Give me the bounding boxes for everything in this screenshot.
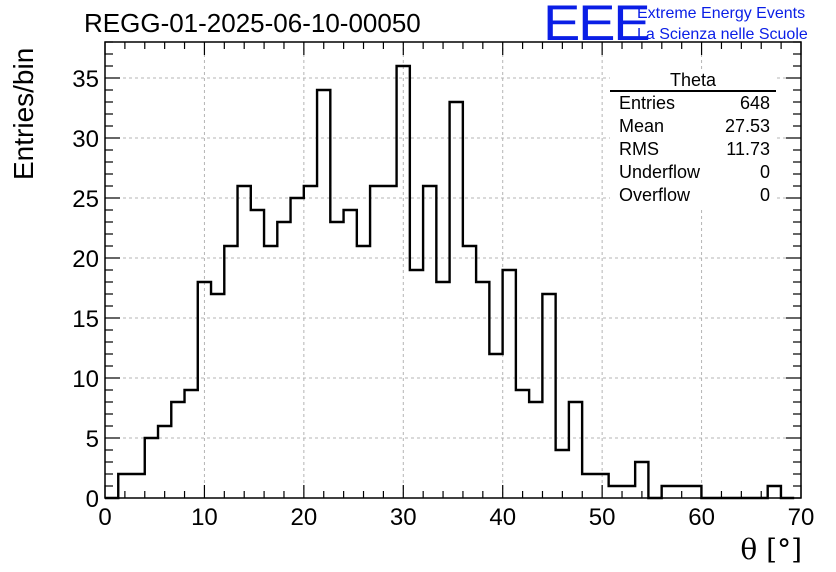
stats-value: 0 [759,185,770,205]
x-tick-label: 10 [191,504,218,531]
stats-row-underflow: Underflow 0 [610,161,776,184]
y-tick-label: 5 [86,426,99,453]
stats-row-rms: RMS 11.73 [610,138,776,161]
chart-title: REGG-01-2025-06-10-00050 [84,8,421,38]
x-tick-label: 30 [390,504,417,531]
x-tick-label: 50 [589,504,616,531]
x-tick-label: 20 [291,504,318,531]
x-tick-label: 0 [98,504,111,531]
y-tick-label: 30 [72,126,99,153]
stats-value: 0 [759,162,770,182]
histogram-outline [105,64,795,500]
logo-caption: Extreme Energy Events La Scienza nelle S… [637,3,808,45]
logo-line-2: La Scienza nelle Scuole [637,26,808,43]
y-tick-label: 25 [72,186,99,213]
stats-label: RMS [619,139,659,159]
eee-logo: EEE [543,0,651,51]
stats-row-entries: Entries 648 [610,92,776,115]
stats-value: 648 [739,93,770,113]
x-axis-label: θ [°] [740,533,802,566]
stats-title: Theta [610,70,776,92]
stats-value: 27.53 [724,116,770,136]
stats-label: Overflow [619,185,691,205]
x-tick-label: 60 [688,504,715,531]
stats-label: Underflow [619,162,701,182]
logo-line-1: Extreme Energy Events [637,5,806,22]
x-tick-label: 70 [788,504,815,531]
x-tick-label: 40 [489,504,516,531]
stats-row-mean: Mean 27.53 [610,115,776,138]
stats-label: Mean [619,116,665,136]
y-tick-label: 0 [86,486,99,513]
stats-value: 11.73 [726,139,770,159]
y-tick-label: 20 [72,246,99,273]
stats-label: Entries [619,93,676,113]
y-tick-label: 10 [72,366,99,393]
stats-row-overflow: Overflow 0 [610,184,776,207]
y-tick-label: 15 [72,306,99,333]
y-tick-label: 35 [72,66,99,93]
stats-box: Theta Entries 648 Mean 27.53 RMS 11.73 U… [610,70,776,207]
y-axis-label: Entries/bin [8,47,39,180]
